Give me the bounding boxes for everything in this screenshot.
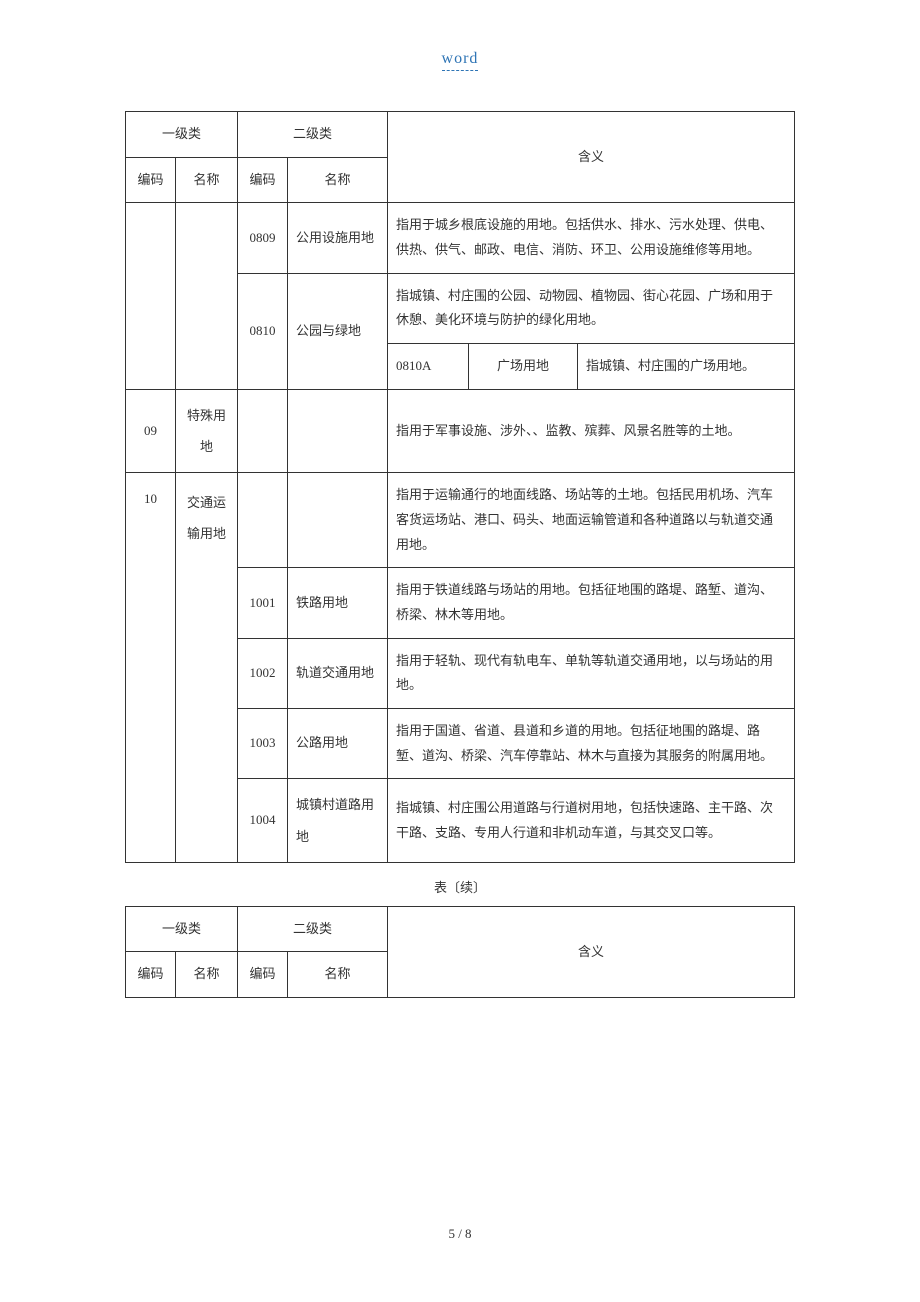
- cell-name2: 轨道交通用地: [288, 638, 388, 708]
- sub-desc: 指城镇、村庄围的广场用地。: [578, 344, 794, 389]
- cell-desc: 指用于军事设施、涉外、、监教、殡葬、风景名胜等的土地。: [388, 389, 795, 472]
- land-classification-table: 一级类 二级类 含义 编码 名称 编码 名称 0809 公用设施用地 指用于城乡…: [125, 111, 795, 863]
- cell-code1: 10: [126, 473, 176, 863]
- cell-code1: [126, 203, 176, 389]
- col-code2: 编码: [238, 952, 288, 998]
- cell-name1: 交通运输用地: [176, 473, 238, 863]
- cell-code1: 09: [126, 389, 176, 472]
- table-header-row-1: 一级类 二级类 含义: [126, 906, 795, 952]
- cell-desc: 指城镇、村庄围的公园、动物园、植物园、街心花园、广场和用于休憩、美化环境与防护的…: [388, 274, 794, 344]
- cell-code2: 1001: [238, 568, 288, 638]
- col-name2: 名称: [288, 157, 388, 203]
- cell-desc: 指城镇、村庄围公用道路与行道树用地，包括快速路、主干路、次干路、支路、专用人行道…: [388, 779, 795, 862]
- cell-name1: [176, 203, 238, 389]
- table-continued-caption: 表〔续〕: [0, 877, 920, 896]
- cell-desc: 指用于铁道线路与场站的用地。包括征地围的路堤、路堑、道沟、桥梁、林木等用地。: [388, 568, 795, 638]
- cell-name2: 公用设施用地: [288, 203, 388, 273]
- col-level2: 二级类: [238, 906, 388, 952]
- document-page: word 一级类 二级类 含义 编码 名称 编码 名称 0809 公用设施用地: [0, 0, 920, 1302]
- cell-desc: 指用于轻轨、现代有轨电车、单轨等轨道交通用地，以与场站的用地。: [388, 638, 795, 708]
- cell-name2: 公路用地: [288, 709, 388, 779]
- col-level1: 一级类: [126, 112, 238, 158]
- cell-name2: [288, 473, 388, 568]
- cell-code2: [238, 473, 288, 568]
- cell-code2: [238, 389, 288, 472]
- cell-name2: 公园与绿地: [288, 273, 388, 389]
- land-classification-table-cont: 一级类 二级类 含义 编码 名称 编码 名称: [125, 906, 795, 998]
- col-desc: 含义: [388, 112, 795, 203]
- cell-code2: 1004: [238, 779, 288, 862]
- col-code2: 编码: [238, 157, 288, 203]
- cell-code2: 0810: [238, 273, 288, 389]
- col-desc: 含义: [388, 906, 795, 997]
- col-name1: 名称: [176, 952, 238, 998]
- cell-name1: 特殊用地: [176, 389, 238, 472]
- cell-name2: 铁路用地: [288, 568, 388, 638]
- col-code1: 编码: [126, 157, 176, 203]
- col-name2: 名称: [288, 952, 388, 998]
- cell-name2: [288, 389, 388, 472]
- col-level2: 二级类: [238, 112, 388, 158]
- nested-table: 指城镇、村庄围的公园、动物园、植物园、街心花园、广场和用于休憩、美化环境与防护的…: [388, 274, 794, 389]
- cell-desc: 指用于城乡根底设施的用地。包括供水、排水、污水处理、供电、供热、供气、邮政、电信…: [388, 203, 795, 273]
- cell-desc: 指用于国道、省道、县道和乡道的用地。包括征地围的路堤、路堑、道沟、桥梁、汽车停靠…: [388, 709, 795, 779]
- page-footer: 5 / 8: [0, 1226, 920, 1242]
- cell-code2: 1002: [238, 638, 288, 708]
- cell-code2: 1003: [238, 709, 288, 779]
- col-code1: 编码: [126, 952, 176, 998]
- sub-name: 广场用地: [469, 344, 578, 389]
- col-name1: 名称: [176, 157, 238, 203]
- col-level1: 一级类: [126, 906, 238, 952]
- table-header-row-1: 一级类 二级类 含义: [126, 112, 795, 158]
- page-header: word: [0, 50, 920, 71]
- table-row: 0809 公用设施用地 指用于城乡根底设施的用地。包括供水、排水、污水处理、供电…: [126, 203, 795, 273]
- cell-desc: 指用于运输通行的地面线路、场站等的土地。包括民用机场、汽车客货运场站、港口、码头…: [388, 473, 795, 568]
- sub-code: 0810A: [388, 344, 469, 389]
- app-title: word: [442, 50, 479, 71]
- table-row: 10 交通运输用地 指用于运输通行的地面线路、场站等的土地。包括民用机场、汽车客…: [126, 473, 795, 568]
- cell-name2: 城镇村道路用地: [288, 779, 388, 862]
- page-number: 5 / 8: [448, 1226, 471, 1241]
- cell-desc-nested: 指城镇、村庄围的公园、动物园、植物园、街心花园、广场和用于休憩、美化环境与防护的…: [388, 273, 795, 389]
- table-row: 09 特殊用地 指用于军事设施、涉外、、监教、殡葬、风景名胜等的土地。: [126, 389, 795, 472]
- cell-code2: 0809: [238, 203, 288, 273]
